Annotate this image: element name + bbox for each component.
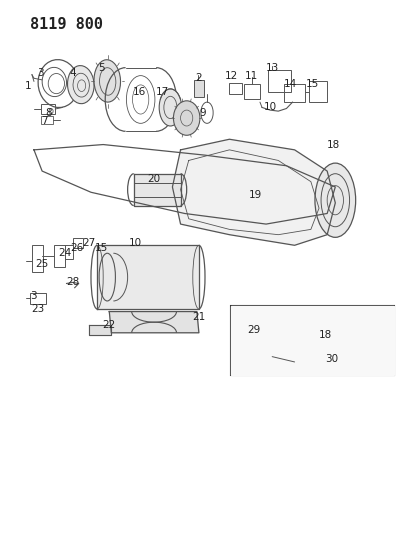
Text: 20: 20: [147, 174, 160, 184]
Text: 29: 29: [247, 325, 260, 335]
Text: 9: 9: [199, 108, 206, 118]
Ellipse shape: [67, 66, 94, 104]
Ellipse shape: [173, 101, 200, 135]
FancyBboxPatch shape: [193, 80, 203, 97]
Text: 23: 23: [31, 304, 45, 314]
Ellipse shape: [159, 89, 181, 126]
Text: 28: 28: [66, 277, 79, 287]
Ellipse shape: [280, 316, 316, 368]
Polygon shape: [133, 174, 180, 206]
Text: 7: 7: [41, 116, 47, 126]
Text: 21: 21: [192, 312, 205, 322]
Text: 22: 22: [102, 320, 116, 330]
Polygon shape: [97, 245, 198, 309]
Ellipse shape: [314, 163, 355, 237]
Text: 13: 13: [265, 63, 278, 72]
Text: 10: 10: [129, 238, 142, 248]
Text: 18: 18: [326, 140, 339, 150]
Polygon shape: [231, 306, 393, 375]
Text: 11: 11: [245, 70, 258, 80]
Text: 15: 15: [306, 78, 319, 88]
Text: 12: 12: [224, 70, 238, 80]
Text: 1: 1: [25, 81, 31, 91]
Ellipse shape: [94, 60, 120, 102]
Text: 27: 27: [82, 238, 95, 248]
Text: 8119 800: 8119 800: [30, 17, 103, 33]
Polygon shape: [109, 312, 198, 333]
Text: 14: 14: [283, 78, 297, 88]
Polygon shape: [172, 139, 335, 245]
Text: 16: 16: [133, 86, 146, 96]
Text: 10: 10: [263, 102, 276, 112]
Text: 3: 3: [31, 290, 37, 301]
Text: 8: 8: [45, 108, 52, 118]
Text: 18: 18: [318, 330, 331, 341]
Text: 2: 2: [195, 73, 202, 83]
Text: 19: 19: [249, 190, 262, 200]
Text: 24: 24: [58, 248, 71, 259]
Text: 4: 4: [69, 68, 76, 78]
Text: 15: 15: [94, 243, 108, 253]
Polygon shape: [89, 325, 111, 335]
Text: 3: 3: [37, 68, 43, 78]
Text: 5: 5: [98, 63, 104, 72]
Text: 17: 17: [155, 86, 169, 96]
Text: 26: 26: [70, 243, 83, 253]
Text: 30: 30: [324, 354, 337, 364]
Text: 25: 25: [36, 259, 49, 269]
